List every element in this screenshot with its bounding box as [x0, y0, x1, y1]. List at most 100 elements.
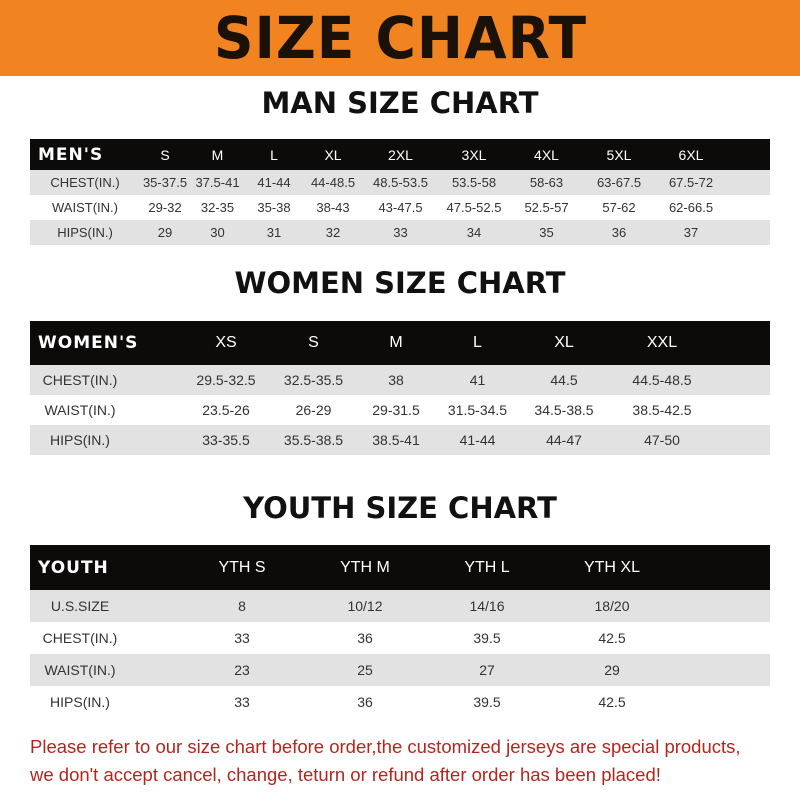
row-label: U.S.SIZE	[50, 598, 110, 614]
size-column-header: M	[211, 146, 224, 163]
table-row: CHEST(IN.) 29.5-32.5 32.5-35.5 38 41 44.5 44.5…	[30, 365, 770, 395]
table-cell: 43-47.5	[378, 200, 423, 215]
table-cell: 14/16	[469, 598, 505, 614]
size-column-header: M	[389, 334, 403, 351]
size-column-header: 5XL	[606, 146, 632, 163]
table-cell: 58-63	[529, 175, 564, 190]
table-cell: 29	[604, 662, 620, 678]
page-title: SIZE CHART	[213, 4, 587, 72]
row-label: WAIST(IN.)	[52, 200, 118, 215]
table-cell: 29	[157, 225, 173, 240]
table-cell: 39.5	[473, 630, 501, 646]
table-cell: 44-48.5	[310, 175, 356, 190]
table-cell: 25	[357, 662, 373, 678]
table-cell: 52.5-57	[524, 200, 569, 215]
men-chart-title: MAN SIZE CHART	[261, 86, 539, 120]
size-column-header: XL	[324, 146, 342, 163]
row-label: CHEST(IN.)	[42, 630, 118, 646]
table-cell: 31.5-34.5	[447, 402, 508, 418]
table-cell: 35.5-38.5	[283, 432, 344, 448]
header-label: MEN'S	[38, 144, 104, 165]
table-cell: 18/20	[594, 598, 630, 614]
size-column-header: 3XL	[461, 146, 487, 163]
table-cell: 8	[238, 598, 246, 614]
women-chart-title: WOMEN SIZE CHART	[234, 266, 566, 300]
table-row: HIPS(IN.) 29 30 31 32 33 34 35 36 37	[30, 220, 770, 245]
table-cell: 42.5	[598, 630, 626, 646]
table-row: WAIST(IN.) 23 25 27 29	[30, 654, 770, 686]
row-label: CHEST(IN.)	[50, 175, 120, 190]
table-header-row: MEN'S S M L XL 2XL 3XL 4XL 5XL 6XL	[30, 139, 770, 170]
table-cell: 34	[466, 225, 482, 240]
size-column-header: XXL	[646, 334, 678, 351]
table-cell: 42.5	[598, 694, 626, 710]
table-cell: 35	[539, 225, 554, 240]
size-column-header: S	[308, 334, 319, 351]
table-cell: 44-47	[546, 432, 582, 448]
header-label: WOMEN'S	[38, 333, 139, 353]
row-label: HIPS(IN.)	[57, 225, 113, 240]
table-cell: 39.5	[473, 694, 501, 710]
table-cell: 34.5-38.5	[534, 402, 594, 418]
table-cell: 33	[234, 694, 250, 710]
table-cell: 27	[479, 662, 495, 678]
table-cell: 38	[388, 372, 404, 388]
table-cell: 47.5-52.5	[446, 200, 502, 215]
table-cell: 33-35.5	[202, 432, 250, 448]
table-cell: 23	[234, 662, 250, 678]
table-cell: 44.5	[550, 372, 578, 388]
table-row: HIPS(IN.) 33-35.5 35.5-38.5 38.5-41 41-44 44-…	[30, 425, 770, 455]
table-cell: 35-37.5	[142, 175, 188, 190]
youth-size-table: YOUTH YTH S YTH M YTH L YTH XL U.S.SIZE 8 10/12…	[30, 545, 770, 718]
table-cell: 67.5-72	[668, 175, 714, 190]
size-column-header: YTH L	[464, 558, 510, 576]
row-label: WAIST(IN.)	[44, 402, 116, 418]
notice-line-2: we don't accept cancel, change, teturn o…	[30, 764, 661, 785]
table-cell: 29.5-32.5	[196, 372, 256, 388]
table-cell: 29-32	[148, 200, 182, 215]
table-cell: 35-38	[257, 200, 291, 215]
table-cell: 29-31.5	[372, 402, 420, 418]
table-row: CHEST(IN.) 35-37.5 37.5-41 41-44 44-48.5 48.5…	[30, 170, 770, 195]
size-column-header: XS	[215, 334, 237, 351]
size-column-header: L	[473, 334, 482, 351]
size-column-header: L	[270, 146, 278, 163]
table-cell: 41	[469, 372, 486, 388]
table-cell: 37.5-41	[195, 175, 240, 190]
table-cell: 33	[234, 630, 250, 646]
table-cell: 38-43	[316, 200, 350, 215]
table-row: WAIST(IN.) 23.5-26 26-29 29-31.5 31.5-34.5 34…	[30, 395, 770, 425]
table-cell: 23.5-26	[202, 402, 250, 418]
table-cell: 38.5-42.5	[632, 402, 692, 418]
row-label: CHEST(IN.)	[42, 372, 118, 388]
table-cell: 32.5-35.5	[283, 372, 344, 388]
table-cell: 47-50	[644, 432, 680, 448]
size-column-header: 6XL	[678, 146, 704, 163]
table-row: U.S.SIZE 8 10/12 14/16 18/20	[30, 590, 770, 622]
table-row: CHEST(IN.) 33 36 39.5 42.5	[30, 622, 770, 654]
row-label: HIPS(IN.)	[50, 432, 110, 448]
table-cell: 44.5-48.5	[632, 372, 692, 388]
table-cell: 38.5-41	[372, 432, 420, 448]
table-cell: 53.5-58	[451, 175, 497, 190]
table-cell: 26-29	[295, 402, 332, 418]
table-cell: 41-44	[459, 432, 496, 448]
table-cell: 33	[393, 225, 408, 240]
youth-chart-title: YOUTH SIZE CHART	[243, 491, 557, 525]
table-header-row: WOMEN'S XS S M L XL XXL	[30, 321, 770, 365]
women-size-table: WOMEN'S XS S M L XL XXL CHEST(IN.) 29.5-32.5 32.5…	[30, 321, 770, 455]
table-cell: 30	[210, 225, 225, 240]
table-row: HIPS(IN.) 33 36 39.5 42.5	[30, 686, 770, 718]
size-column-header: 4XL	[534, 146, 559, 163]
table-cell: 32-35	[200, 200, 235, 215]
table-cell: 62-66.5	[668, 200, 714, 215]
size-column-header: YTH XL	[583, 558, 640, 576]
table-cell: 37	[683, 225, 699, 240]
table-cell: 10/12	[347, 598, 383, 614]
size-column-header: S	[160, 146, 170, 163]
table-cell: 57-62	[602, 200, 636, 215]
table-row: WAIST(IN.) 29-32 32-35 35-38 38-43 43-47.5 47.…	[30, 195, 770, 220]
table-cell: 63-67.5	[596, 175, 642, 190]
table-cell: 36	[357, 630, 373, 646]
table-cell: 48.5-53.5	[373, 175, 428, 190]
